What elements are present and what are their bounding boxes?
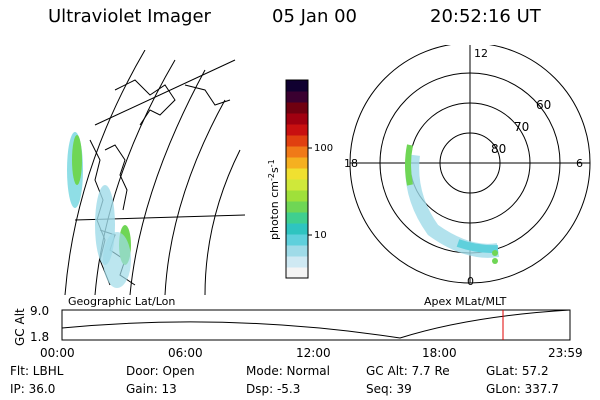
colorbar-swatch	[286, 113, 308, 125]
colorbar-swatch	[286, 256, 308, 268]
colorbar-swatch	[286, 234, 308, 246]
colorbar-swatch	[286, 190, 308, 202]
time-tick-0000: 00:00	[40, 346, 75, 360]
time-tick-1800: 18:00	[422, 346, 457, 360]
colorbar-swatch	[286, 80, 308, 92]
info-glat: GLat: 57.2	[486, 364, 549, 378]
time-tick-2359: 23:59	[548, 346, 583, 360]
altitude-ytick-9: 9.0	[30, 304, 49, 318]
colorbar-swatch	[286, 201, 308, 213]
mlt-label-6: 6	[576, 157, 583, 170]
instrument-title: Ultraviolet Imager	[48, 6, 211, 27]
mlt-label-0: 0	[467, 275, 474, 288]
colorbar-swatch	[286, 168, 308, 180]
info-seq: Seq: 39	[366, 382, 412, 396]
colorbar-swatch	[286, 102, 308, 114]
info-gcalt: GC Alt: 7.7 Re	[366, 364, 450, 378]
geographic-map	[64, 50, 246, 295]
info-flt: Flt: LBHL	[10, 364, 64, 378]
info-mode: Mode: Normal	[246, 364, 330, 378]
lat-label-80: 80	[491, 142, 506, 156]
colorbar-swatch	[286, 91, 308, 103]
time-tick-1200: 12:00	[296, 346, 331, 360]
colorbar-unit-label: photon cm-2s-1	[267, 159, 281, 240]
colorbar-swatch	[286, 223, 308, 235]
time-label: 20:52:16 UT	[430, 6, 541, 27]
colorbar-tick-100: 100	[314, 143, 333, 154]
info-ip: IP: 36.0	[10, 382, 56, 396]
altitude-plot: GC Alt 9.0 1.8	[13, 304, 571, 346]
geo-panel-label: Geographic Lat/Lon	[68, 295, 176, 308]
lat-label-70: 70	[514, 120, 529, 134]
colorbar-swatch	[286, 146, 308, 158]
info-door: Door: Open	[126, 364, 195, 378]
polar-panel-label: Apex MLat/MLT	[424, 295, 507, 308]
colorbar-swatch	[286, 157, 308, 169]
colorbar-swatch	[286, 179, 308, 191]
colorbar-swatch	[286, 245, 308, 257]
colorbar: 100 10 photon cm-2s-1	[267, 79, 333, 279]
time-tick-0600: 06:00	[168, 346, 203, 360]
altitude-ytick-1: 1.8	[30, 330, 49, 344]
altitude-ylabel: GC Alt	[13, 308, 27, 346]
date-label: 05 Jan 00	[272, 6, 357, 27]
info-glon: GLon: 337.7	[486, 382, 559, 396]
colorbar-swatch	[286, 212, 308, 224]
mlt-label-18: 18	[344, 157, 358, 170]
polar-plot: 12 18 6 0 60 70 80	[344, 45, 591, 288]
colorbar-swatch	[286, 124, 308, 136]
colorbar-swatch	[286, 267, 308, 279]
lat-label-60: 60	[536, 98, 551, 112]
info-dsp: Dsp: -5.3	[246, 382, 301, 396]
mlt-label-12: 12	[474, 47, 488, 60]
colorbar-tick-10: 10	[314, 230, 327, 241]
colorbar-swatch	[286, 135, 308, 147]
info-gain: Gain: 13	[126, 382, 177, 396]
